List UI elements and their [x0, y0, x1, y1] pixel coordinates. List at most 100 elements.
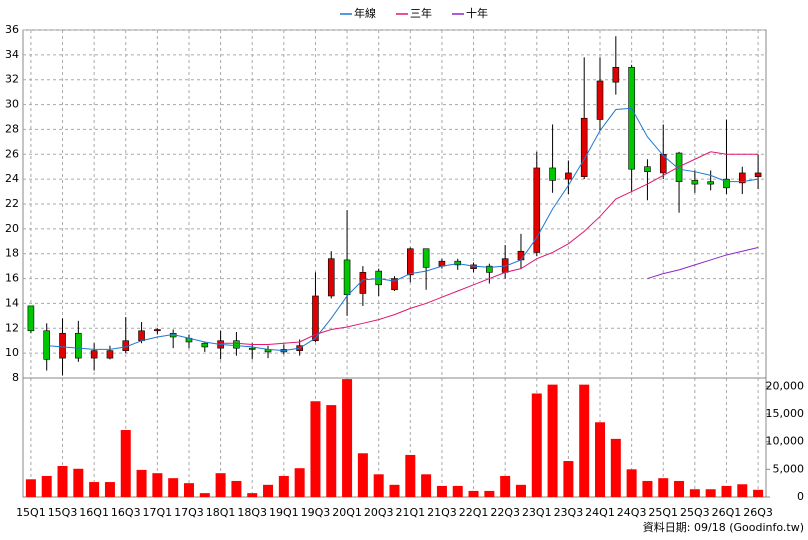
volume-bar [721, 485, 732, 497]
candle-body [486, 265, 493, 273]
volume-bar [484, 490, 495, 497]
x-tick-label: 15Q3 [48, 506, 78, 519]
volume-bar [452, 485, 463, 497]
volume-bar [278, 475, 289, 497]
volume-bar [25, 479, 36, 497]
candle-body [391, 278, 398, 291]
candle-body [407, 248, 414, 276]
y2-tick-label: 0 [797, 490, 804, 503]
y-tick-label: 36 [5, 23, 19, 36]
volume-bar [120, 430, 131, 497]
volume-bar [263, 484, 274, 497]
y-tick-label: 28 [5, 122, 19, 135]
volume-bar [310, 401, 321, 497]
x-tick-label: 20Q3 [364, 506, 394, 519]
candle-body [707, 181, 714, 185]
volume-bar [436, 485, 447, 497]
legend-label: 年線 [354, 6, 376, 20]
volume-bar [373, 474, 384, 497]
legend-label: 三年 [410, 6, 432, 20]
candle-body [612, 66, 620, 83]
candle-body [327, 258, 335, 297]
volume-bar [215, 473, 226, 497]
candle-body [59, 332, 66, 359]
candle-body [628, 66, 635, 170]
candle-body [154, 329, 161, 332]
volume-bar [705, 489, 716, 497]
volume-bar [579, 384, 590, 497]
volume-bar [405, 454, 416, 497]
y-tick-label: 20 [5, 222, 19, 235]
volume-bar [73, 468, 84, 497]
volume-bar [57, 466, 68, 497]
volume-bar [658, 478, 669, 497]
line-series [46, 107, 759, 352]
candle-body [754, 172, 762, 177]
candle-body [43, 330, 51, 360]
volume-bar [357, 453, 368, 497]
volume-bar [152, 473, 163, 497]
x-tick-label: 24Q1 [585, 506, 615, 519]
candle-body [549, 167, 556, 181]
volume-bar [531, 393, 542, 497]
volume-bar [563, 461, 574, 497]
y-tick-label: 24 [5, 172, 19, 185]
candle-body [75, 332, 82, 359]
candle-body [27, 305, 35, 332]
y2-tick-label: 15,000 [766, 407, 805, 420]
y-tick-label: 16 [5, 272, 19, 285]
y2-tick-label: 5,000 [773, 462, 805, 475]
candle-body [596, 80, 604, 120]
candle-body [375, 270, 382, 286]
y-tick-label: 14 [5, 296, 19, 309]
candle-body [738, 172, 746, 184]
volume-bar [610, 438, 621, 497]
volume-bar [294, 468, 305, 497]
candle-body [565, 172, 572, 180]
candle-body [422, 248, 430, 268]
y-tick-label: 26 [5, 147, 19, 160]
candle-body [580, 117, 588, 177]
candle-body [517, 250, 525, 261]
candle-body [106, 350, 114, 359]
y-tick-label: 30 [5, 98, 19, 111]
volume-bar [183, 483, 194, 497]
volume-bar [168, 478, 179, 497]
candle-body [201, 342, 209, 348]
x-tick-label: 21Q1 [395, 506, 425, 519]
candle-body [312, 295, 319, 342]
volume-bar [689, 489, 700, 497]
x-tick-label: 26Q1 [712, 506, 742, 519]
candle-body [233, 340, 240, 349]
volume-bar [342, 379, 353, 497]
line-series [220, 151, 759, 345]
legend-label: 十年 [466, 6, 488, 20]
volume-bar [41, 475, 52, 497]
x-tick-label: 23Q1 [522, 506, 552, 519]
volume-bar [753, 489, 764, 497]
x-tick-label: 17Q3 [174, 506, 204, 519]
volume-bar [421, 474, 432, 497]
volume-bar [500, 475, 511, 497]
candle-body [248, 347, 256, 350]
candle-body [454, 260, 462, 266]
x-tick-label: 18Q1 [206, 506, 236, 519]
x-tick-label: 21Q3 [427, 506, 457, 519]
volume-bar [89, 482, 100, 497]
x-tick-label: 26Q3 [743, 506, 773, 519]
volume-bar [737, 484, 748, 497]
candle-body [659, 153, 667, 174]
volume-bar [547, 384, 558, 497]
x-tick-label: 25Q3 [680, 506, 710, 519]
x-tick-label: 22Q3 [490, 506, 520, 519]
x-tick-label: 18Q3 [237, 506, 267, 519]
candle-body [90, 350, 98, 359]
volume-bar [199, 493, 210, 497]
x-tick-label: 15Q1 [16, 506, 46, 519]
y-tick-label: 10 [5, 346, 19, 359]
candle-body [644, 166, 651, 172]
x-tick-label: 24Q3 [617, 506, 647, 519]
x-tick-label: 16Q3 [111, 506, 141, 519]
candle-body [359, 272, 367, 294]
